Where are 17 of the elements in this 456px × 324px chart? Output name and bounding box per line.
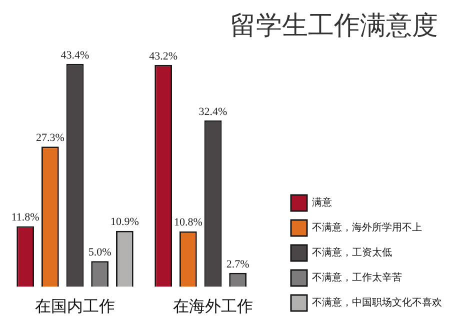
x-tick-label: 在国内工作 xyxy=(35,296,115,316)
legend-label: 满意 xyxy=(312,196,332,209)
data-label: 2.7% xyxy=(226,258,250,270)
data-label: 43.4% xyxy=(60,49,90,62)
legend-label: 不满意，工作太辛苦 xyxy=(312,272,402,284)
data-label: 10.8% xyxy=(174,216,202,229)
legend-label: 不满意，中国职场文化不喜欢 xyxy=(312,296,442,309)
data-label: 11.8% xyxy=(11,212,40,224)
x-tick-label: 在海外工作 xyxy=(173,296,253,316)
data-label: 43.2% xyxy=(149,50,178,62)
data-label: 32.4% xyxy=(198,106,228,118)
legend-label: 不满意，工资太低 xyxy=(312,246,392,259)
legend-label: 不满意，海外所学用不上 xyxy=(312,222,422,234)
data-label: 10.9% xyxy=(110,216,139,228)
text: 留学生工作满意度 xyxy=(230,10,438,43)
data-label: 27.3% xyxy=(36,132,64,144)
data-label: 5.0% xyxy=(88,246,112,259)
